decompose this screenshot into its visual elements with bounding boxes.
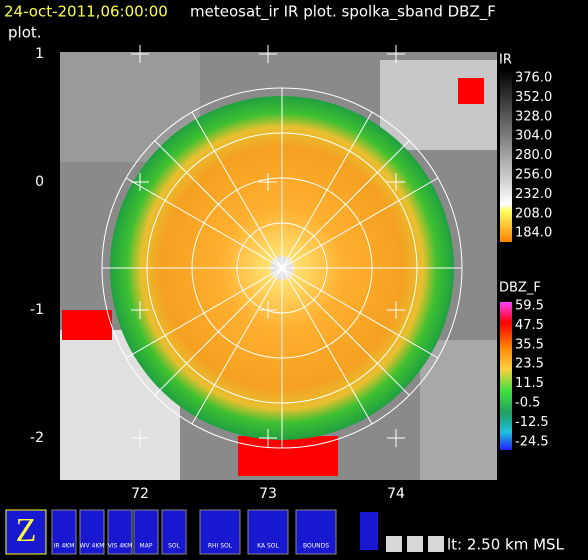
colorbar-label: 280.0 bbox=[515, 148, 552, 163]
y-label: -2 bbox=[30, 430, 44, 446]
y-label: -1 bbox=[30, 302, 44, 318]
colorbar-label: -0.5 bbox=[515, 396, 540, 411]
title: meteosat_ir IR plot. spolka_sband DBZ_F bbox=[190, 3, 496, 22]
colorbar-label: 23.5 bbox=[515, 357, 544, 372]
colorbar-label: 184.0 bbox=[515, 226, 552, 241]
y-label: 1 bbox=[35, 46, 44, 62]
colorbar-label: 59.5 bbox=[515, 299, 544, 314]
layer-button-label: WV 4KM bbox=[80, 543, 105, 550]
cold-top bbox=[458, 78, 484, 104]
range-rings bbox=[101, 87, 463, 449]
layer-button-label: MAP bbox=[140, 543, 153, 550]
layer-button-label: SOL bbox=[168, 543, 181, 550]
x-label: 74 bbox=[387, 486, 405, 502]
altitude: lt: 2.50 km MSL bbox=[447, 536, 565, 554]
grid-button[interactable] bbox=[428, 536, 444, 552]
colorbar-label: -24.5 bbox=[515, 434, 549, 449]
colorbar-label: 208.0 bbox=[515, 206, 552, 221]
colorbar-label: -12.5 bbox=[515, 415, 549, 430]
colorbar-label: 35.5 bbox=[515, 337, 544, 352]
colorbar-name: IR bbox=[499, 53, 512, 68]
colorbar-label: 352.0 bbox=[515, 90, 552, 105]
cold-top bbox=[62, 310, 112, 340]
layer-button[interactable] bbox=[79, 509, 105, 555]
plot-area bbox=[60, 45, 497, 480]
cloud-patch bbox=[380, 60, 497, 150]
colorbar-label: 256.0 bbox=[515, 168, 552, 183]
zoom-button[interactable] bbox=[5, 509, 47, 555]
grid-crosses bbox=[131, 45, 405, 447]
ring-button[interactable] bbox=[386, 536, 402, 552]
x-label: 72 bbox=[131, 486, 149, 502]
cold-top bbox=[238, 436, 338, 476]
colorbar-label: 47.5 bbox=[515, 318, 544, 333]
colorbar-label: 232.0 bbox=[515, 187, 552, 202]
colorbar-label: 304.0 bbox=[515, 129, 552, 144]
layer-button[interactable] bbox=[161, 509, 187, 555]
title-cont: plot. bbox=[8, 24, 42, 42]
layer-button-label: BOUNDS bbox=[303, 543, 329, 550]
colorbar-label: 11.5 bbox=[515, 376, 544, 391]
layer-button-label: VIS 4KM bbox=[108, 543, 133, 550]
colorbar-label: 376.0 bbox=[515, 71, 552, 86]
x-label: 73 bbox=[259, 486, 277, 502]
layer-button-label: IR 4KM bbox=[54, 543, 75, 550]
layer-button-label: KA SOL bbox=[257, 543, 279, 550]
layer-button[interactable] bbox=[133, 509, 159, 555]
y-label: 0 bbox=[35, 174, 44, 190]
layer-button[interactable] bbox=[51, 509, 77, 555]
layer-button[interactable] bbox=[295, 509, 337, 555]
layer-button[interactable] bbox=[247, 509, 289, 555]
cloud-patch bbox=[420, 340, 497, 480]
target-button[interactable] bbox=[360, 512, 378, 550]
layer-button[interactable] bbox=[107, 509, 133, 555]
layer-button[interactable] bbox=[199, 509, 241, 555]
ir-colorbar bbox=[500, 70, 512, 242]
colorbar-label: 328.0 bbox=[515, 109, 552, 124]
dbz-colorbar bbox=[500, 302, 512, 450]
zoom-icon: Z bbox=[16, 512, 37, 549]
timestamp: 24-oct-2011,06:00:00 bbox=[4, 3, 168, 21]
layer-button-label: RHI SOL bbox=[208, 543, 233, 550]
colorbar-name: DBZ_F bbox=[499, 281, 541, 296]
ring-button[interactable] bbox=[407, 536, 423, 552]
